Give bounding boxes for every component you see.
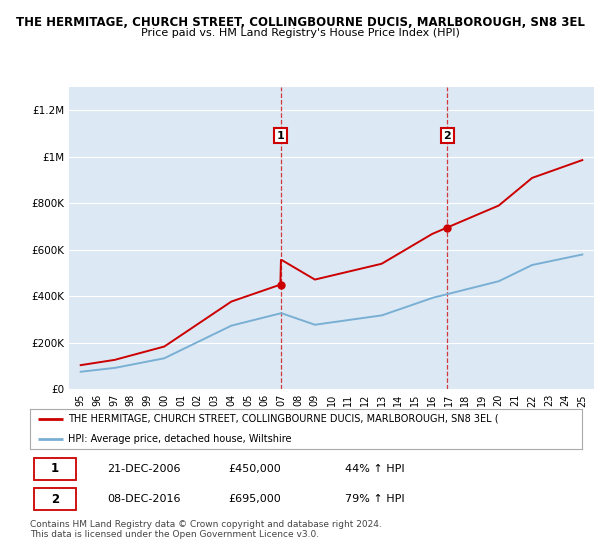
Text: THE HERMITAGE, CHURCH STREET, COLLINGBOURNE DUCIS, MARLBOROUGH, SN8 3EL: THE HERMITAGE, CHURCH STREET, COLLINGBOU… — [16, 16, 584, 29]
Text: 08-DEC-2016: 08-DEC-2016 — [107, 494, 181, 504]
Text: 2: 2 — [51, 493, 59, 506]
Text: £450,000: £450,000 — [229, 464, 281, 474]
Text: 21-DEC-2006: 21-DEC-2006 — [107, 464, 181, 474]
Text: THE HERMITAGE, CHURCH STREET, COLLINGBOURNE DUCIS, MARLBOROUGH, SN8 3EL (: THE HERMITAGE, CHURCH STREET, COLLINGBOU… — [68, 414, 498, 424]
Text: Price paid vs. HM Land Registry's House Price Index (HPI): Price paid vs. HM Land Registry's House … — [140, 28, 460, 38]
Text: Contains HM Land Registry data © Crown copyright and database right 2024.
This d: Contains HM Land Registry data © Crown c… — [30, 520, 382, 539]
Text: 44% ↑ HPI: 44% ↑ HPI — [344, 464, 404, 474]
FancyBboxPatch shape — [34, 458, 76, 480]
FancyBboxPatch shape — [34, 488, 76, 510]
Text: 79% ↑ HPI: 79% ↑ HPI — [344, 494, 404, 504]
Text: 2: 2 — [443, 130, 451, 141]
Text: HPI: Average price, detached house, Wiltshire: HPI: Average price, detached house, Wilt… — [68, 434, 291, 444]
Text: 1: 1 — [51, 463, 59, 475]
Text: 1: 1 — [277, 130, 284, 141]
Text: £695,000: £695,000 — [229, 494, 281, 504]
